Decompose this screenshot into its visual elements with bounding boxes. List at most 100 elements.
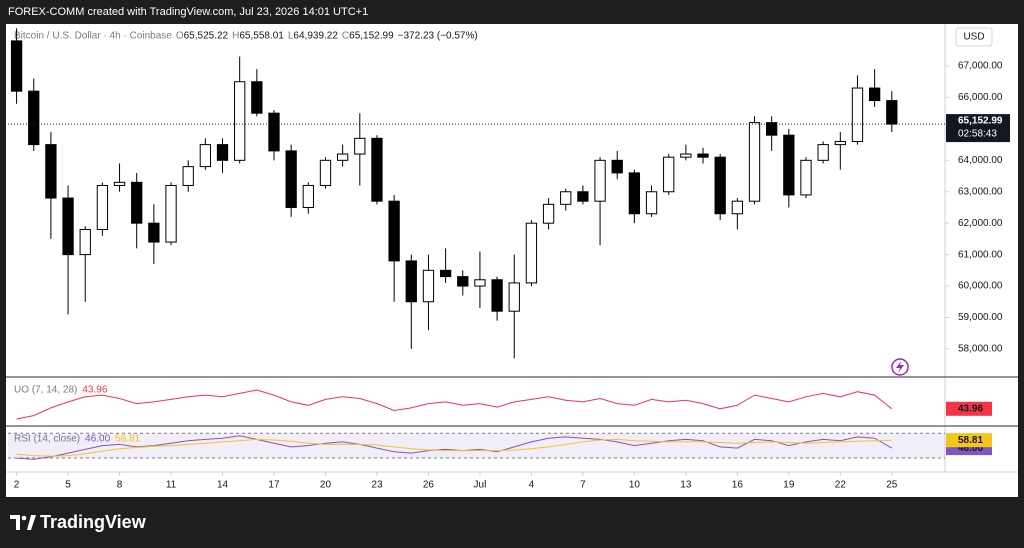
candle-body [474,279,486,287]
chart-area [6,24,1018,497]
countdown-text: 02:58:43 [958,129,997,140]
candle-body [45,144,57,199]
candle-body [800,159,812,196]
y-tick-label: 61,000.00 [958,249,1003,260]
x-tick-label: 23 [371,480,383,491]
indicator-title: UO (7, 14, 28) [14,385,77,396]
indicator-title: RSI (14, close) [14,434,80,445]
indicator-line [16,438,892,457]
watermark-icon [891,358,909,376]
candle-body [714,156,726,215]
y-tick-label: 63,000.00 [958,186,1003,197]
candle-body [868,87,881,102]
legend-text: C [342,31,349,42]
candle-body [594,159,606,202]
value-tag [946,433,992,448]
currency-button[interactable] [955,27,993,47]
x-tick-label: Jul [474,480,487,491]
y-tick-label: 60,000.00 [958,281,1003,292]
candle-body [79,228,91,256]
candle-body [577,191,589,202]
candle-body [148,222,160,243]
candle-body [113,181,126,186]
x-tick-label: 25 [886,480,898,491]
value-tag-text: 58.81 [958,435,983,446]
candle-body [285,150,297,208]
legend-text: H [232,31,239,42]
legend-text: 65,152.99 [349,31,394,42]
candle-body [96,184,109,230]
x-tick-label: 13 [680,480,692,491]
legend-text: O [176,31,184,42]
candle-body [234,81,246,161]
indicator-value: 46.00 [85,434,110,445]
indicator-value: 58.81 [115,434,140,445]
candle-body [371,137,383,202]
x-tick-label: 10 [629,480,641,491]
candle-body [302,184,314,208]
logo: TradingView [10,512,147,532]
y-tick-label: 67,000.00 [958,61,1003,72]
legend-text: L [288,31,294,42]
x-tick-label: 17 [268,480,280,491]
legend-text: 65,525.22 [184,31,229,42]
logo-text: TradingView [40,512,147,532]
candle-body [525,222,538,284]
candle-body [457,276,469,287]
candle-body [680,153,692,158]
y-tick-label: 64,000.00 [958,155,1003,166]
x-tick-label: 11 [166,480,177,491]
y-tick-label: 62,000.00 [958,218,1003,229]
candle-body [405,260,417,303]
candle-body [182,166,194,186]
price-tag [946,114,1010,143]
candle-body [62,197,74,256]
candle-body [319,159,332,186]
y-tick-label: 58,000.00 [958,344,1003,355]
indicator-line [16,435,893,460]
candle-body [783,134,795,196]
candle-body [834,140,846,146]
x-tick-label: 4 [529,480,535,491]
legend-text: 65,558.01 [239,31,284,42]
x-tick-label: 8 [117,480,123,491]
x-tick-label: 16 [732,480,744,491]
candle-body [165,184,177,243]
legend-text: −372.23 (−0.57%) [398,31,478,42]
indicator-value: 43.96 [82,385,107,396]
candle-body [336,153,349,161]
price-tag-text: 65,152.99 [958,116,1003,127]
candle-body [251,81,263,114]
candle-body [611,159,623,174]
candle-body [645,191,658,215]
candle-body [354,137,366,155]
candle-body [817,144,829,161]
x-tick-label: 26 [423,480,435,491]
credit: FOREX-COMM created with TradingView.com,… [8,6,368,18]
x-tick-label: 14 [217,480,229,491]
indicator-line [16,389,893,420]
x-tick-label: 20 [320,480,332,491]
candle-body [748,122,761,202]
candle-body [542,203,555,224]
legend-text: 64,939.22 [293,31,338,42]
candle-body [388,200,400,262]
candle-body [199,144,212,168]
x-tick-label: 19 [783,480,795,491]
candle-body [766,122,778,136]
candle-body [697,153,709,158]
candle-body [663,156,675,193]
candle-body [10,40,23,92]
candle-body [28,90,40,146]
legend-text: Bitcoin / U.S. Dollar · 4h · Coinbase [14,31,172,42]
x-tick-label: 7 [580,480,586,491]
x-tick-label: 5 [65,480,71,491]
currency[interactable]: USD [963,32,984,43]
candle-body [268,112,280,152]
y-tick-label: 59,000.00 [958,312,1003,323]
candle-body [439,269,452,278]
x-tick-label: 2 [14,480,20,491]
candle-body [508,282,520,312]
